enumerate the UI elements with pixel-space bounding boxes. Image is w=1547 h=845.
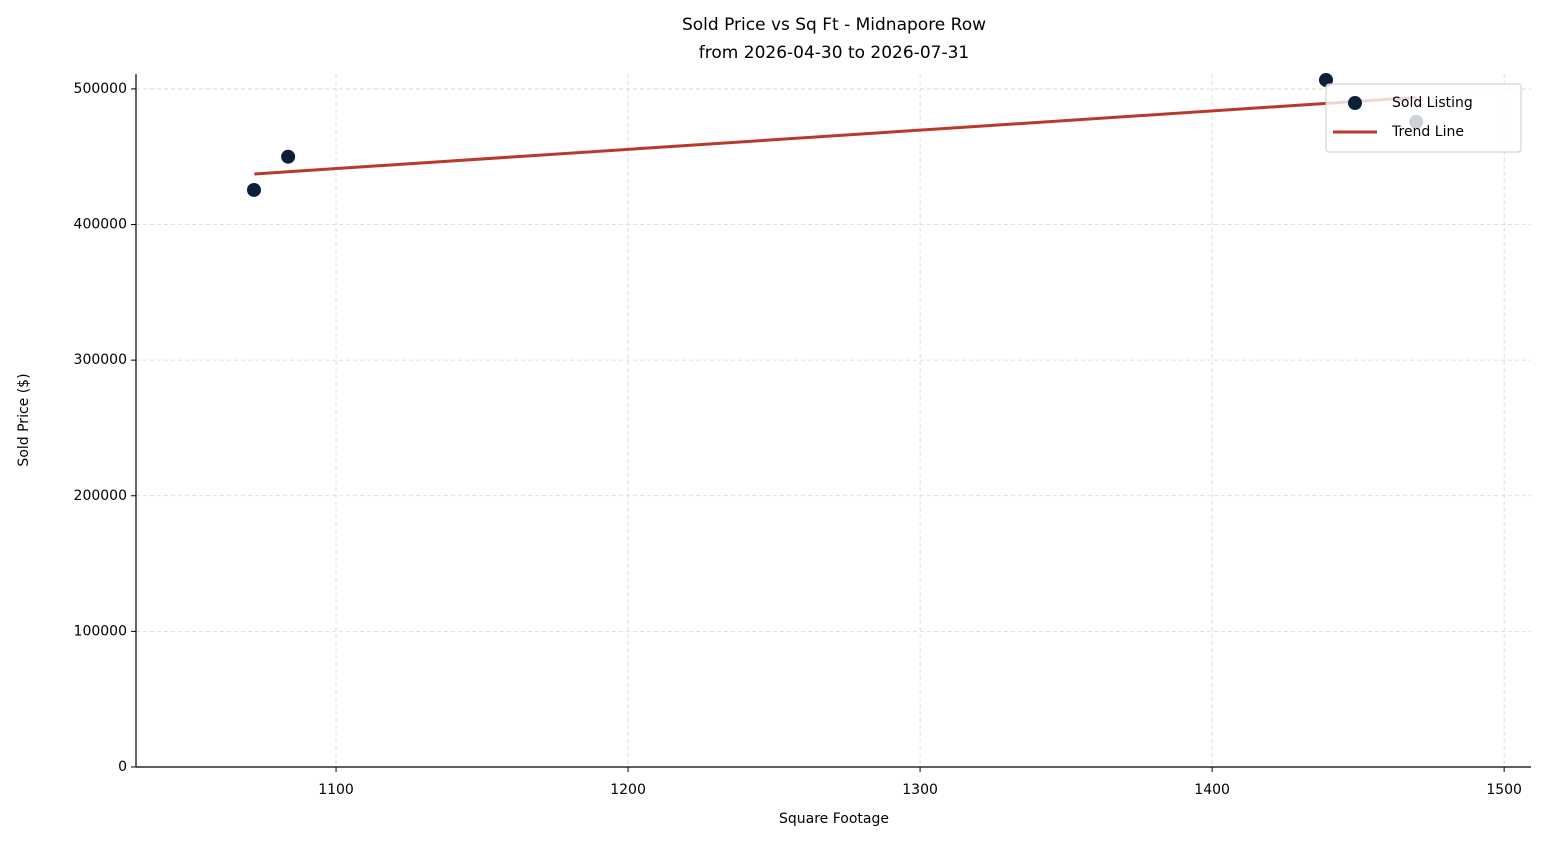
legend-box (1325, 83, 1522, 153)
x-tick-label: 1300 (902, 782, 938, 798)
x-axis-label: Square Footage (779, 811, 889, 827)
y-tick-label: 400000 (74, 217, 127, 233)
x-tick-label: 1400 (1194, 782, 1230, 798)
legend-label: Sold Listing (1392, 95, 1473, 111)
legend-marker (1348, 96, 1362, 110)
point (1318, 72, 1333, 87)
y-axis-label: Sold Price ($) (16, 373, 32, 466)
x-tick-label: 1200 (610, 782, 646, 798)
x-tick-label: 1100 (318, 782, 354, 798)
y-tick-label: 500000 (74, 81, 127, 97)
y-tick-label: 200000 (74, 488, 127, 504)
y-tick-label: 0 (118, 759, 127, 775)
x-tick-label: 1500 (1486, 782, 1522, 798)
y-tick-label: 300000 (74, 352, 127, 368)
y-tick-label: 100000 (74, 623, 127, 639)
chart-subtitle: from 2026-04-30 to 2026-07-31 (699, 43, 969, 63)
point (246, 182, 261, 197)
legend-label: Trend Line (1391, 124, 1464, 140)
chart-title: Sold Price vs Sq Ft - Midnapore Row (682, 15, 986, 35)
point (281, 149, 296, 164)
trend-line (254, 95, 1417, 176)
